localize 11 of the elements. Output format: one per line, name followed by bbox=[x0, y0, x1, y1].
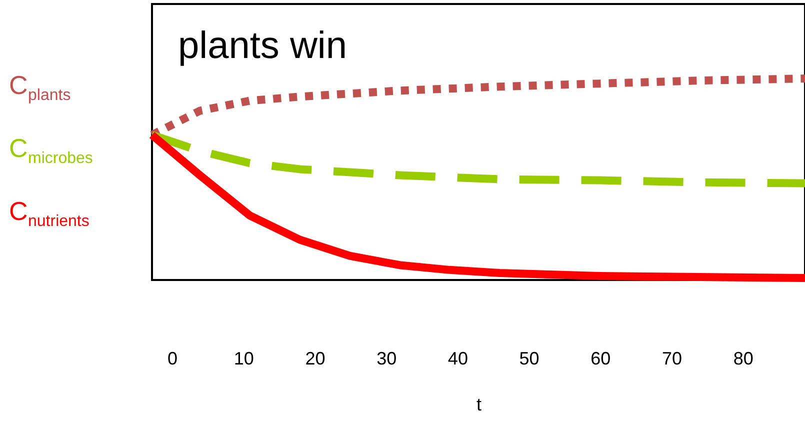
x-tick-label: 30 bbox=[376, 348, 397, 368]
x-tick-label: 50 bbox=[519, 348, 540, 368]
x-axis-title: t bbox=[476, 394, 482, 414]
x-tick-label: 60 bbox=[590, 348, 611, 368]
x-tick-label: 10 bbox=[234, 348, 254, 368]
chart-title: plants win bbox=[178, 25, 347, 67]
x-tick-label: 80 bbox=[733, 348, 754, 368]
x-tick-label: 40 bbox=[448, 348, 468, 368]
x-tick-label: 20 bbox=[305, 348, 326, 368]
x-tick-label: 70 bbox=[662, 348, 682, 368]
x-tick-label: 0 bbox=[167, 348, 178, 368]
